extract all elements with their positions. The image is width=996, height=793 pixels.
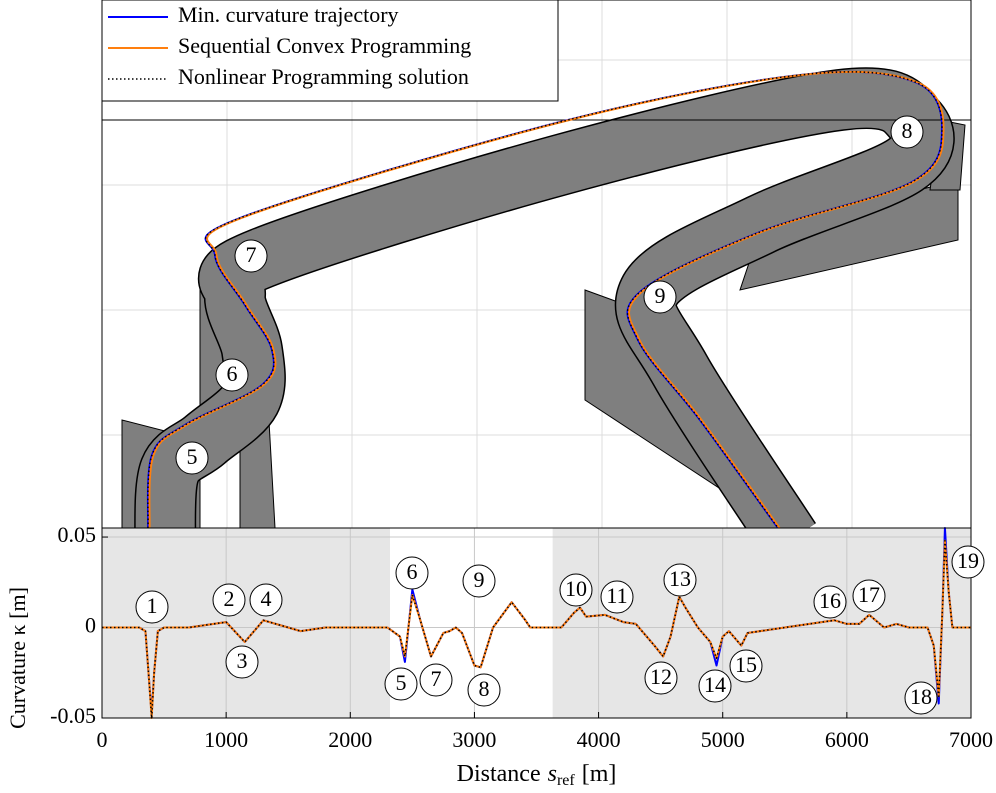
label-text: 18 <box>910 684 932 709</box>
label-text: 13 <box>669 566 691 591</box>
label-circle <box>644 661 678 695</box>
label-text: 9 <box>474 567 485 592</box>
y-tick-label: 0.05 <box>58 522 97 547</box>
label-circle <box>395 556 429 590</box>
label-circle <box>813 585 847 619</box>
label-text: 1 <box>147 593 158 618</box>
x-label-unit: [m] <box>582 761 617 787</box>
y-tick-label: -0.05 <box>50 703 96 728</box>
label-circle <box>559 573 593 607</box>
label-circle <box>215 358 249 392</box>
label-circle <box>904 681 938 715</box>
label-text: 17 <box>858 582 880 607</box>
label-text: 11 <box>606 583 627 608</box>
trajectories <box>146 70 945 529</box>
label-text: 16 <box>819 588 841 613</box>
label-circle <box>234 239 268 273</box>
legend-label: Nonlinear Programming solution <box>178 64 469 89</box>
x-tick-label: 6000 <box>825 727 869 752</box>
x-tick-label: 2000 <box>328 727 372 752</box>
legend-box <box>101 0 559 102</box>
label-circle <box>135 590 169 624</box>
label-text: 8 <box>479 676 490 701</box>
plot-frame <box>101 527 972 719</box>
legend: Min. curvature trajectory Sequential Conv… <box>101 0 559 102</box>
y-tick-label: 0 <box>85 613 96 638</box>
map-labels: 5 6 7 8 9 <box>175 115 924 475</box>
label-text: 5 <box>187 444 198 469</box>
label-text: 9 <box>655 283 666 308</box>
label-text: 19 <box>957 548 979 573</box>
y-axis-label: Curvature κ [m] <box>5 587 30 729</box>
label-circle <box>462 564 496 598</box>
label-text: 7 <box>431 666 442 691</box>
x-tick-label: 3000 <box>452 727 496 752</box>
label-circle <box>729 649 763 683</box>
label-circle <box>951 545 985 579</box>
label-circle <box>249 583 283 617</box>
label-circle <box>890 115 924 149</box>
label-circle <box>384 667 418 701</box>
label-circle <box>663 563 697 597</box>
label-text: 3 <box>237 648 248 673</box>
label-circle <box>643 280 677 314</box>
legend-label: Min. curvature trajectory <box>178 2 399 27</box>
x-tick-label: 1000 <box>204 727 248 752</box>
label-text: 4 <box>261 586 272 611</box>
label-circle <box>225 645 259 679</box>
label-circle <box>467 673 501 707</box>
label-text: 6 <box>227 361 238 386</box>
x-tick-label: 5000 <box>701 727 745 752</box>
label-text: 14 <box>704 672 726 697</box>
shaded-region <box>102 528 391 718</box>
label-text: 8 <box>902 118 913 143</box>
x-label-text: Distance <box>457 761 541 787</box>
label-circle <box>212 583 246 617</box>
x-axis-label: Distance sref [m] <box>457 761 617 789</box>
label-circle <box>600 580 634 614</box>
series-line <box>102 539 971 719</box>
shaded-region <box>552 528 971 718</box>
label-circle <box>698 669 732 703</box>
x-tick-label: 7000 <box>949 727 993 752</box>
label-text: 6 <box>407 559 418 584</box>
x-label-subscript: ref <box>557 772 575 789</box>
label-circle <box>852 579 886 613</box>
track-map: Min. curvature trajectory Sequential Conv… <box>101 0 972 557</box>
label-text: 10 <box>565 576 587 601</box>
label-text: 12 <box>650 664 672 689</box>
legend-label: Sequential Convex Programming <box>178 33 471 58</box>
curvature-plot: 0 1000 2000 3000 4000 5000 6000 7000-0.0500.051… <box>5 522 993 789</box>
label-text: 15 <box>735 652 757 677</box>
label-circle <box>419 663 453 697</box>
x-label-symbol: s <box>548 761 557 787</box>
trajectory-line <box>148 70 945 529</box>
label-text: 5 <box>396 670 407 695</box>
label-text: 2 <box>224 586 235 611</box>
x-tick-label: 0 <box>97 727 108 752</box>
label-text: 7 <box>246 242 257 267</box>
label-circle <box>175 441 209 475</box>
x-tick-label: 4000 <box>577 727 621 752</box>
